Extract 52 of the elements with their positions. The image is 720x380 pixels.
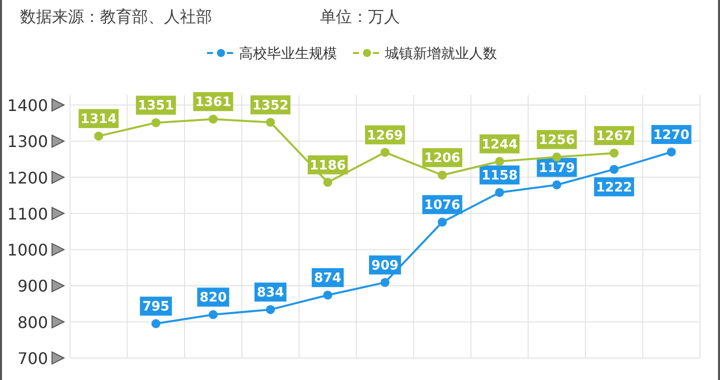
data-label: 1267 bbox=[596, 129, 632, 144]
point bbox=[438, 170, 447, 180]
data-label: 1179 bbox=[538, 160, 575, 176]
point bbox=[495, 188, 504, 197]
point bbox=[323, 290, 332, 300]
data-label: 820 bbox=[200, 290, 227, 306]
y-tick-label: 1200 bbox=[7, 168, 48, 188]
point bbox=[323, 178, 332, 187]
data-label: 795 bbox=[142, 300, 170, 315]
data-label: 1269 bbox=[366, 128, 404, 144]
y-tick-label: 900 bbox=[17, 276, 48, 296]
point bbox=[208, 114, 218, 124]
y-tick-label: 1300 bbox=[7, 132, 48, 152]
data-label: 1256 bbox=[538, 133, 575, 148]
point bbox=[266, 118, 275, 127]
y-tick-label: 1400 bbox=[7, 96, 48, 115]
data-label: 1206 bbox=[424, 151, 460, 166]
point bbox=[610, 164, 619, 174]
data-label: 1244 bbox=[481, 137, 518, 152]
point bbox=[438, 218, 447, 227]
point bbox=[552, 180, 562, 190]
data-label: 1158 bbox=[481, 168, 518, 184]
data-label: 1361 bbox=[195, 95, 232, 110]
data-label: 1314 bbox=[80, 112, 117, 128]
point bbox=[94, 132, 104, 141]
legend-label: 高校毕业生规模 bbox=[239, 46, 337, 62]
point bbox=[208, 310, 218, 320]
point bbox=[380, 148, 390, 157]
point bbox=[495, 156, 504, 166]
data-label: 1076 bbox=[424, 198, 460, 214]
y-tick-label: 700 bbox=[17, 349, 48, 368]
data-label: 1351 bbox=[138, 98, 174, 114]
source-note: 数据来源：教育部、人社部 bbox=[20, 7, 212, 26]
point bbox=[380, 278, 390, 287]
point bbox=[151, 319, 160, 328]
data-label: 834 bbox=[256, 286, 284, 301]
data-label: 1186 bbox=[310, 158, 346, 174]
point bbox=[552, 152, 562, 162]
point bbox=[666, 147, 676, 156]
data-label: 1352 bbox=[252, 98, 289, 114]
legend-label: 城镇新增就业人数 bbox=[384, 46, 497, 62]
y-tick-label: 1100 bbox=[7, 204, 48, 224]
point bbox=[151, 118, 160, 128]
data-label: 909 bbox=[371, 258, 399, 274]
text: 单位：万人 bbox=[320, 7, 400, 26]
data-label: 874 bbox=[314, 271, 342, 286]
data-label: 1222 bbox=[596, 180, 632, 196]
y-tick-label: 800 bbox=[17, 312, 48, 332]
point bbox=[266, 305, 275, 314]
y-tick-label: 1000 bbox=[7, 240, 48, 260]
point bbox=[610, 148, 619, 158]
data-label: 1270 bbox=[653, 128, 690, 143]
